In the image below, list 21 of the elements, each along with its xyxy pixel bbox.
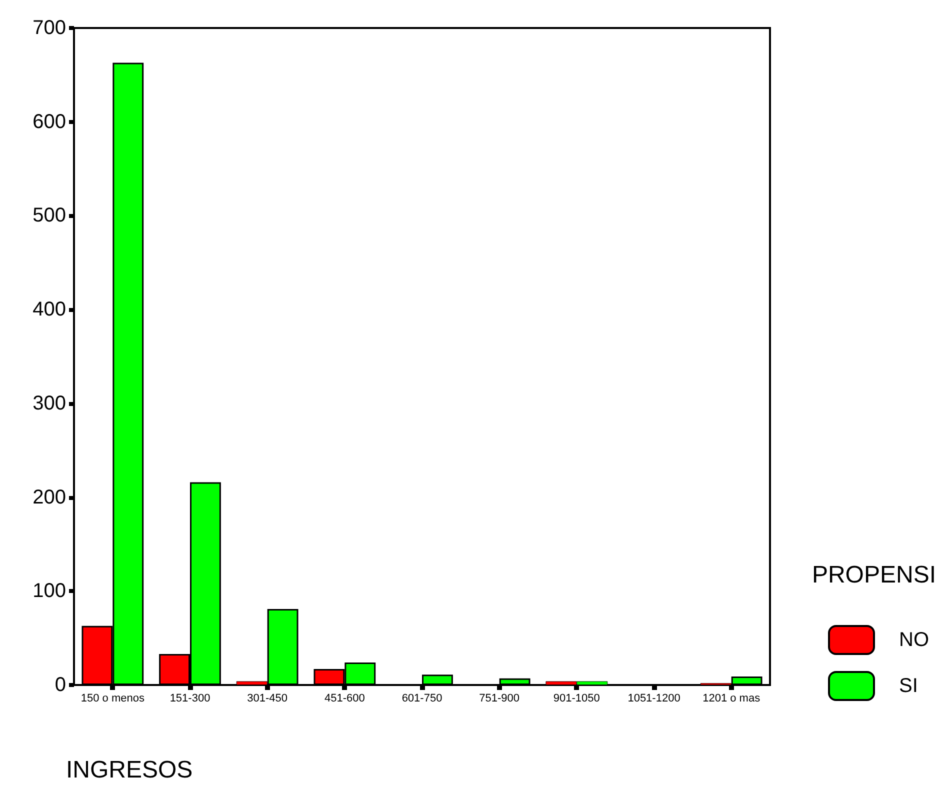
x-tick-label: 150 o menos	[80, 692, 145, 704]
y-tick-label: 0	[54, 674, 66, 696]
x-tick-label: 751-900	[479, 692, 520, 704]
x-tick-label: 151-300	[170, 692, 210, 704]
x-tick-label: 1201 o mas	[702, 692, 761, 704]
x-tick-label: 901-1050	[553, 692, 600, 704]
y-tick-label: 300	[32, 392, 66, 414]
y-tick-label: 100	[32, 580, 66, 602]
legend-label: NO	[899, 629, 929, 651]
y-tick-label: 600	[32, 110, 66, 133]
x-tick-label: 451-600	[324, 692, 365, 704]
x-tick-label: 301-450	[247, 692, 288, 704]
y-tick-label: 200	[32, 486, 66, 508]
x-tick-label: 601-750	[402, 692, 442, 704]
y-tick-label: 700	[32, 17, 66, 39]
y-tick-label: 500	[32, 204, 66, 227]
legend-label: SI	[899, 675, 918, 697]
legend-title: PROPENSI	[812, 562, 936, 588]
x-axis-title: INGRESOS	[66, 756, 193, 784]
y-tick-label: 400	[32, 298, 66, 321]
x-tick-label: 1051-1200	[628, 692, 680, 704]
